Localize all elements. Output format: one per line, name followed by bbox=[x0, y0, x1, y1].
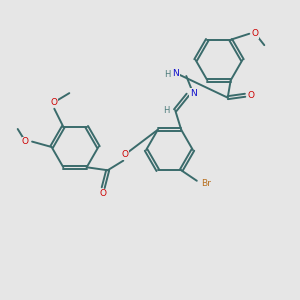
Text: O: O bbox=[100, 189, 107, 198]
Text: H: H bbox=[164, 106, 170, 115]
Text: H: H bbox=[164, 70, 171, 79]
Text: O: O bbox=[22, 137, 29, 146]
Text: Br: Br bbox=[201, 179, 211, 188]
Text: N: N bbox=[172, 68, 179, 77]
Text: O: O bbox=[248, 91, 255, 100]
Text: O: O bbox=[121, 150, 128, 159]
Text: N: N bbox=[190, 89, 196, 98]
Text: O: O bbox=[252, 29, 259, 38]
Text: O: O bbox=[51, 98, 58, 106]
